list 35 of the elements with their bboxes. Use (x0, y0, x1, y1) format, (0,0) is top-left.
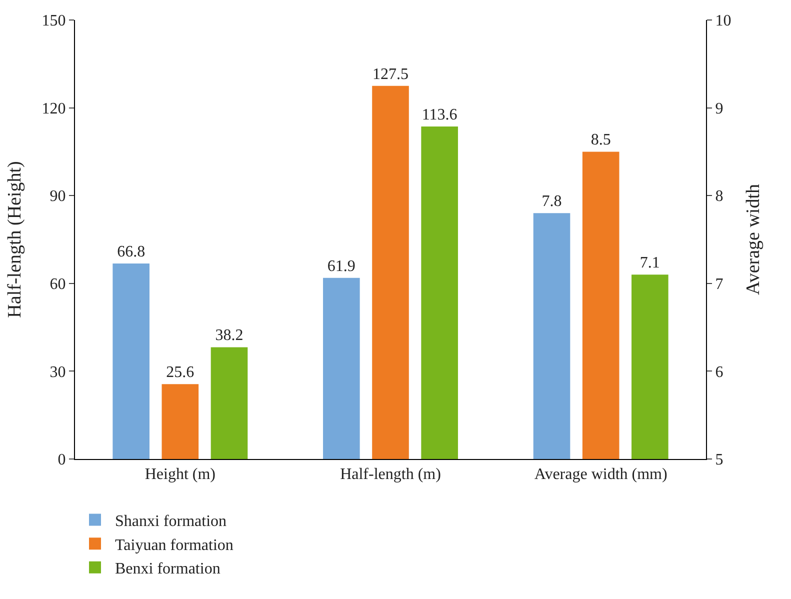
bar (112, 264, 150, 459)
x-tick-label: Height (m) (144, 466, 216, 484)
y-tick-label: 150 (42, 12, 66, 30)
x-tick-label: Average width (mm) (534, 466, 668, 484)
y2-tick-label: 6 (715, 364, 724, 381)
data-label: 127.5 (372, 66, 408, 83)
data-label: 66.8 (117, 244, 146, 260)
bar (162, 384, 199, 459)
legend-label: Taiyuan formation (115, 536, 234, 554)
x-tick-label: Half-length (m) (340, 466, 441, 484)
y2-tick-label: 5 (715, 452, 724, 469)
data-label: 113.6 (422, 106, 458, 124)
data-label: 7.8 (542, 193, 562, 210)
y-tick-label: 30 (50, 364, 66, 381)
y2-tick-label: 7 (715, 276, 724, 293)
legend-label: Shanxi formation (115, 513, 227, 530)
y2-tick-label: 9 (715, 100, 724, 118)
data-label: 7.1 (640, 254, 660, 272)
bar (372, 86, 409, 459)
data-label: 25.6 (166, 364, 194, 382)
y-tick-label: 120 (42, 100, 66, 118)
data-label: 61.9 (327, 258, 356, 275)
bar (421, 126, 458, 459)
y-axis-title: Half-length (Height) (4, 161, 26, 318)
y2-tick-label: 8 (715, 188, 724, 206)
y-tick-label: 90 (50, 188, 66, 206)
y2-tick-label: 10 (715, 12, 732, 30)
data-label: 8.5 (590, 132, 611, 149)
y2-axis-title: Average width (743, 184, 764, 295)
bar (323, 278, 360, 459)
y-tick-label: 60 (50, 276, 66, 293)
y-tick-label: 0 (58, 452, 66, 469)
bar (210, 347, 248, 459)
legend-label: Benxi formation (115, 560, 220, 578)
data-label: 38.2 (215, 327, 244, 344)
